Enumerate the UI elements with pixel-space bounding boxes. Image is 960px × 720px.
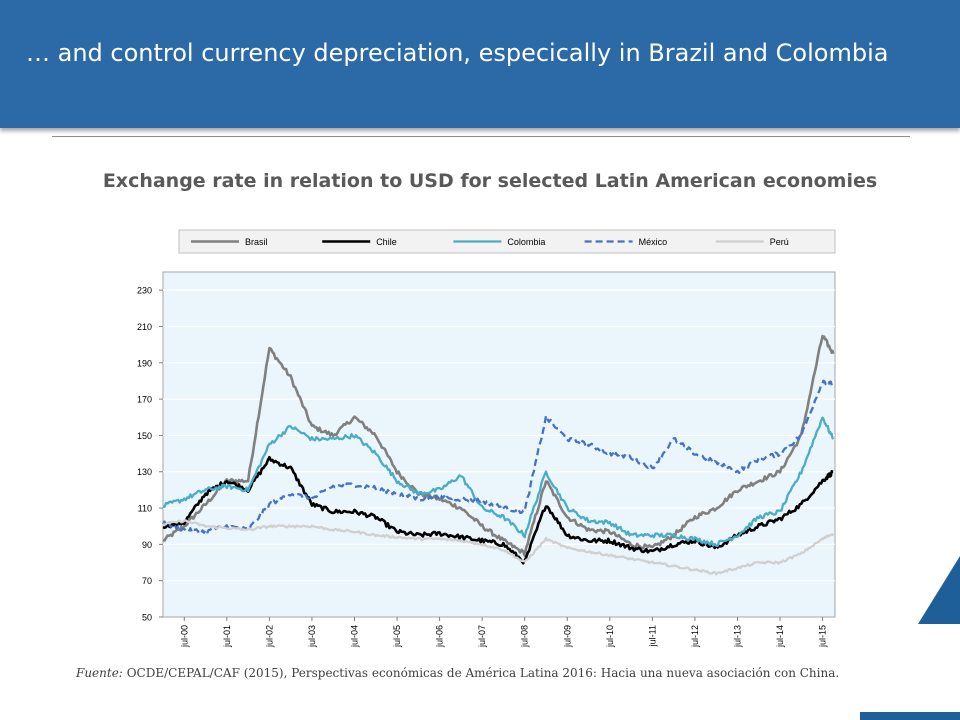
legend <box>178 229 836 254</box>
x-tick-label: jul-04 <box>349 625 359 648</box>
series-line-colombia <box>162 416 835 547</box>
y-tick-label: 110 <box>138 504 152 514</box>
x-tick-label: jul-12 <box>690 625 700 648</box>
legend-label-brasil: Brasil <box>245 237 268 247</box>
plot-area <box>162 271 836 618</box>
chart-title: Exchange rate in relation to USD for sel… <box>102 170 878 192</box>
x-tick-label: jul-13 <box>732 625 742 648</box>
y-tick-label: 210 <box>137 322 152 332</box>
y-tick-label: 90 <box>142 540 152 550</box>
y-tick-label: 170 <box>137 395 152 405</box>
x-tick-label: jul-06 <box>435 625 445 648</box>
slide-title: … and control currency depreciation, esp… <box>26 39 889 67</box>
x-tick-label: jul-15 <box>818 625 828 648</box>
x-tick-label: jul-00 <box>179 625 189 648</box>
title-banner: … and control currency depreciation, esp… <box>0 0 960 128</box>
y-tick-label: 190 <box>137 358 152 368</box>
decorative-bar <box>860 712 960 720</box>
source-label: Fuente: <box>76 666 123 680</box>
y-tick-label: 70 <box>142 576 152 586</box>
y-tick-label: 130 <box>137 467 152 477</box>
source-note: Fuente: OCDE/CEPAL/CAF (2015), Perspecti… <box>76 665 876 682</box>
legend-label-perú: Perú <box>770 237 789 247</box>
x-tick-label: jul-07 <box>477 625 487 648</box>
x-tick-label: jul-05 <box>392 625 402 648</box>
x-tick-label: jul-14 <box>775 625 785 648</box>
x-tick-label: jul-02 <box>264 625 274 648</box>
divider-line <box>52 136 910 137</box>
legend-label-colombia: Colombia <box>507 237 545 247</box>
y-tick-label: 50 <box>142 613 152 623</box>
x-tick-label: jul-03 <box>307 625 317 648</box>
x-tick-label: jul-01 <box>222 625 232 648</box>
x-tick-label: jul-11 <box>647 625 657 647</box>
y-tick-label: 150 <box>137 431 152 441</box>
series-line-méxico <box>162 379 834 535</box>
series-line-perú <box>162 519 835 576</box>
source-text: OCDE/CEPAL/CAF (2015), Perspectivas econ… <box>126 666 840 680</box>
legend-label-chile: Chile <box>376 237 397 247</box>
x-tick-label: jul-09 <box>562 625 572 648</box>
series-line-brasil <box>162 334 835 557</box>
x-tick-label: jul-08 <box>520 625 530 648</box>
y-tick-label: 230 <box>137 286 152 296</box>
x-tick-label: jul-10 <box>605 625 615 648</box>
legend-label-méxico: México <box>639 237 668 247</box>
